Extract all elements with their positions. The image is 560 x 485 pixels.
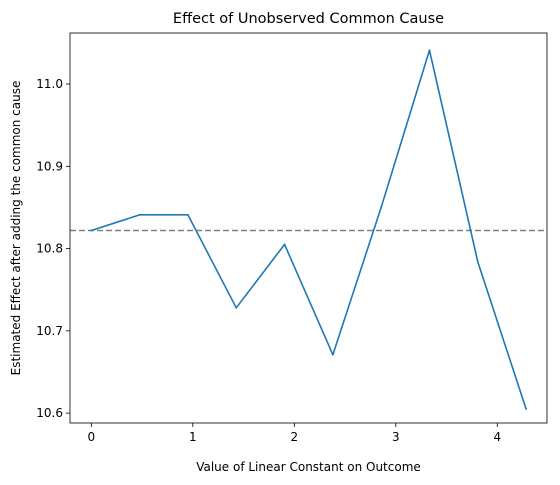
y-axis-ticks: 10.6 10.7 10.8 10.9 11.0	[36, 77, 70, 420]
data-point	[235, 306, 238, 309]
x-tick-label: 4	[493, 430, 501, 444]
data-point	[428, 49, 431, 52]
series-line	[91, 49, 527, 410]
plot-area	[70, 49, 547, 410]
y-tick-label: 10.9	[36, 159, 63, 173]
y-tick-label: 10.6	[36, 406, 63, 420]
data-point	[476, 260, 479, 263]
y-tick-label: 10.8	[36, 242, 63, 256]
data-point	[138, 213, 141, 216]
data-point	[187, 213, 189, 216]
x-axis-label: Value of Linear Constant on Outcome	[196, 460, 421, 474]
x-axis-ticks: 0 1 2 3 4	[87, 423, 501, 444]
data-point	[331, 353, 334, 356]
data-point	[380, 206, 383, 209]
data-point	[283, 243, 286, 246]
data-point	[90, 229, 93, 232]
y-tick-label: 10.7	[36, 324, 63, 338]
y-axis-label: Estimated Effect after adding the common…	[9, 81, 23, 376]
axes-frame	[69, 32, 548, 424]
data-point	[525, 408, 527, 410]
x-tick-label: 1	[189, 430, 197, 444]
x-tick-label: 0	[87, 430, 95, 444]
x-tick-label: 2	[290, 430, 298, 444]
y-tick-label: 11.0	[36, 77, 63, 91]
chart-title: Effect of Unobserved Common Cause	[173, 11, 444, 27]
x-tick-label: 3	[392, 430, 400, 444]
